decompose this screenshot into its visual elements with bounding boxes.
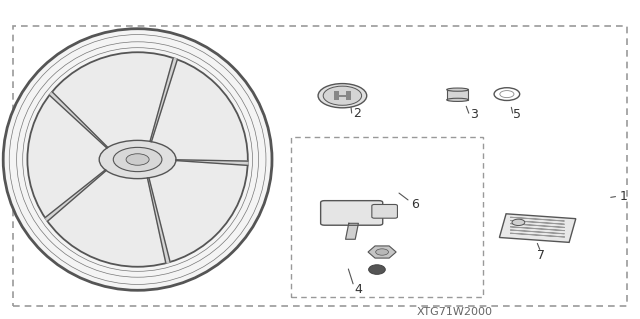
Circle shape [113,147,162,172]
Bar [346,91,351,100]
Bar [291,137,483,297]
Polygon shape [176,160,248,165]
Text: 5: 5 [513,108,521,121]
FancyBboxPatch shape [372,204,397,218]
Polygon shape [49,92,108,148]
Polygon shape [147,178,170,263]
Ellipse shape [369,265,385,274]
Circle shape [376,249,388,255]
Text: 7: 7 [537,249,545,262]
Bar [334,91,339,100]
Text: 4: 4 [355,283,362,296]
Text: 2: 2 [353,107,361,120]
Circle shape [323,86,362,105]
Text: 6: 6 [411,198,419,211]
Bar [13,26,627,306]
Circle shape [126,154,149,165]
Circle shape [512,219,525,226]
Circle shape [318,84,367,108]
Ellipse shape [447,88,468,91]
FancyBboxPatch shape [321,201,383,225]
Polygon shape [499,214,576,242]
Circle shape [99,140,176,179]
Bar [337,95,348,97]
Bar [447,90,468,100]
Ellipse shape [3,29,272,290]
Polygon shape [346,223,358,239]
Polygon shape [45,170,106,221]
Polygon shape [150,58,177,142]
Text: XTG71W2000: XTG71W2000 [417,308,492,317]
Ellipse shape [28,52,248,267]
Text: 1: 1 [620,190,627,203]
Text: 3: 3 [470,108,477,121]
Ellipse shape [447,98,468,101]
